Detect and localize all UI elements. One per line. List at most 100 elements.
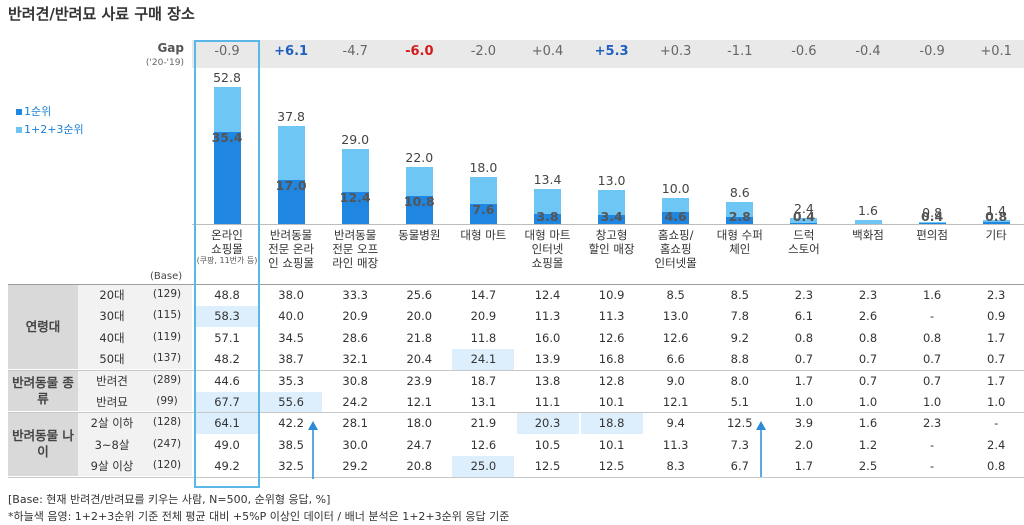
gap-value: -2.0 <box>470 44 497 59</box>
table-cell: 64.1 <box>214 416 240 431</box>
gap-value: -4.7 <box>342 44 368 59</box>
table-cell: 12.5 <box>726 416 753 431</box>
table-cell: 0.8 <box>987 459 1006 474</box>
table-cell: 25.0 <box>470 459 497 474</box>
category-label-line: 백화점 <box>852 228 884 242</box>
category-label-line: 인 쇼핑몰 <box>268 256 315 270</box>
table-cell: 18.8 <box>598 416 625 431</box>
table-cell: 10.5 <box>534 437 561 452</box>
table-cell: 7.8 <box>730 309 749 324</box>
data-label-first: 2.8 <box>728 209 751 224</box>
table-cell: 49.0 <box>214 437 240 452</box>
gap-value: -0.9 <box>919 44 945 59</box>
table-cell: 12.8 <box>598 373 625 388</box>
category-label-line: 반려동물 <box>334 228 377 242</box>
table-cell: 12.1 <box>406 395 433 409</box>
table-cell: 30.0 <box>342 437 368 452</box>
row-label: 반려견 <box>96 373 128 388</box>
row-base: (128) <box>152 416 182 429</box>
table-cell: - <box>930 437 935 452</box>
table-cell: 6.7 <box>730 459 749 474</box>
table-cell: 9.4 <box>666 416 685 431</box>
footnote-shading: *하늘색 음영: 1+2+3순위 기준 전체 평균 대비 +5%P 이상인 데이… <box>8 510 510 523</box>
gap-value: -0.4 <box>855 44 881 59</box>
row-label: 50대 <box>99 352 125 367</box>
table-cell: 8.3 <box>666 459 685 474</box>
table-cell: 10.9 <box>598 288 625 302</box>
data-label-first: 0.4 <box>921 209 944 224</box>
bar-first <box>598 215 626 224</box>
category-label-line: 홈쇼핑 <box>659 242 692 256</box>
table-cell: 13.1 <box>470 395 497 409</box>
data-label-first: 3.8 <box>536 209 559 224</box>
row-label: 20대 <box>99 288 125 302</box>
table-cell: 0.7 <box>794 352 814 367</box>
bar-first <box>277 179 305 224</box>
legend-item-first: 1순위 <box>16 103 51 119</box>
table-cell: 11.3 <box>534 309 561 324</box>
data-label-first: 3.4 <box>600 209 623 224</box>
footnote-base: [Base: 현재 반려견/반려묘를 키우는 사람, N=500, 순위형 응답… <box>8 493 331 506</box>
data-label-total: 1.6 <box>858 202 878 218</box>
data-label-first: 7.6 <box>472 202 495 218</box>
table-cell: 11.8 <box>470 330 497 345</box>
gap-value: +0.3 <box>659 44 692 59</box>
table-cell: 2.3 <box>858 288 878 302</box>
table-cell: 1.7 <box>987 330 1006 345</box>
category-label-line: 쇼핑몰 <box>531 256 564 270</box>
table-cell: 30.8 <box>342 373 368 388</box>
table-cell: 7.3 <box>730 437 749 452</box>
category-label: 대형 마트 인터넷 쇼핑몰 <box>515 228 581 270</box>
category-label-line: 편의점 <box>916 228 948 242</box>
table-divider <box>8 284 1024 285</box>
table-cell: 2.4 <box>987 437 1006 452</box>
table-cell: 5.1 <box>730 395 749 409</box>
table-cell: 11.3 <box>662 437 689 452</box>
up-arrow-icon <box>756 421 766 477</box>
table-cell: 23.9 <box>406 373 433 388</box>
row-label: 40대 <box>99 330 125 345</box>
data-label-total: 37.8 <box>277 108 306 124</box>
bar-first <box>341 191 369 224</box>
table-cell: 48.8 <box>214 288 240 302</box>
table-cell: 25.6 <box>406 288 433 302</box>
table-cell: 12.6 <box>598 330 625 345</box>
online-mall-highlight-box <box>194 40 260 488</box>
data-label-total: 52.8 <box>213 69 241 85</box>
table-cell: 0.8 <box>794 330 814 345</box>
table-cell: 13.8 <box>534 373 561 388</box>
table-cell: 10.1 <box>598 395 625 409</box>
table-cell: 38.0 <box>278 288 304 302</box>
category-label: 기타 <box>963 228 1024 242</box>
table-cell: 35.3 <box>278 373 304 388</box>
table-cell: 24.1 <box>470 352 497 367</box>
legend-swatch-first <box>16 109 22 115</box>
row-label: 3~8살 <box>94 437 130 452</box>
category-label-line: 대형 마트 <box>524 228 571 242</box>
highlight-cell <box>196 392 259 413</box>
table-cell: 20.0 <box>406 309 433 324</box>
table-cell: 14.7 <box>470 288 497 302</box>
bar-first <box>213 131 241 224</box>
gap-value: +0.4 <box>531 44 564 59</box>
table-cell: 12.1 <box>662 395 689 409</box>
category-label-line: 쇼핑몰 <box>211 242 243 256</box>
category-label: 대형 수퍼 체인 <box>707 228 773 256</box>
category-label-line: 라인 매장 <box>332 256 379 270</box>
category-label-line: 전문 온라 <box>268 242 315 256</box>
table-cell: 11.3 <box>598 309 625 324</box>
table-cell: 20.9 <box>342 309 368 324</box>
table-cell: 20.4 <box>406 352 433 367</box>
category-label: 동물병원 <box>386 228 452 242</box>
table-cell: 24.7 <box>406 437 433 452</box>
bar-first <box>726 216 754 224</box>
bar-first <box>790 222 818 224</box>
legend-label-first: 1순위 <box>24 105 52 118</box>
table-cell: 48.2 <box>214 352 240 367</box>
table-cell: 1.2 <box>858 437 878 452</box>
row-base: (289) <box>152 373 182 386</box>
row-base: (247) <box>152 437 182 450</box>
table-cell: 49.2 <box>214 459 240 474</box>
category-label-line: 대형 마트 <box>460 228 507 242</box>
table-cell: 6.6 <box>666 352 685 367</box>
